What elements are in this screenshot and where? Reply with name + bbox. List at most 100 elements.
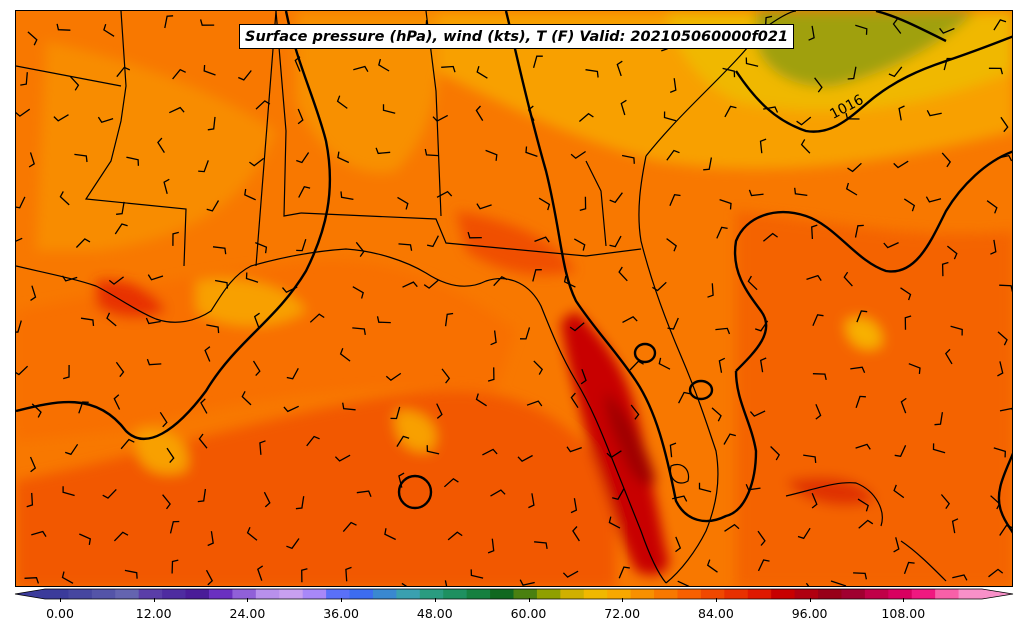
wind-barb xyxy=(306,435,320,447)
wind-barb xyxy=(74,153,88,163)
wind-barb xyxy=(900,287,912,301)
wind-barb xyxy=(608,516,621,529)
wind-barb xyxy=(580,368,587,385)
wind-barb xyxy=(808,25,815,41)
wind-barb xyxy=(894,445,907,458)
wind-barb xyxy=(724,105,737,118)
wind-barb xyxy=(703,157,713,171)
wind-barb xyxy=(378,58,390,72)
wind-barb xyxy=(352,286,364,299)
wind-barb xyxy=(20,72,28,86)
colorbar-swatch xyxy=(419,589,444,599)
wind-barb xyxy=(490,489,506,497)
wind-barb xyxy=(996,154,1012,162)
wind-barb xyxy=(80,317,95,326)
wind-barb xyxy=(345,566,352,582)
wind-barb xyxy=(675,536,682,553)
wind-barb xyxy=(677,580,690,586)
wind-barb xyxy=(898,105,905,121)
colorbar-swatch xyxy=(68,589,93,599)
wind-barb xyxy=(707,283,714,298)
wind-barb xyxy=(390,406,401,420)
wind-barb xyxy=(467,231,482,239)
wind-barb xyxy=(892,18,902,34)
wind-barb xyxy=(749,410,766,417)
wind-barb xyxy=(893,537,900,553)
wind-barb xyxy=(200,398,208,414)
wind-barb xyxy=(164,15,174,29)
wind-barb xyxy=(375,147,391,155)
wind-barb xyxy=(856,310,868,323)
wind-barb xyxy=(570,150,586,160)
colorbar-tickmark xyxy=(341,598,343,602)
wind-barb xyxy=(115,361,125,378)
wind-barb xyxy=(255,100,271,110)
wind-barb xyxy=(172,231,179,246)
wind-barb xyxy=(770,446,781,461)
wind-barb xyxy=(212,246,227,255)
wind-barb xyxy=(669,193,681,206)
wind-barb xyxy=(573,238,586,251)
colorbar-swatch xyxy=(818,589,842,599)
wind-barb xyxy=(533,360,544,375)
wind-barb xyxy=(941,261,949,277)
colorbar-swatch xyxy=(607,589,632,599)
colorbar-swatch xyxy=(911,589,936,599)
wind-barb xyxy=(857,498,869,512)
colorbar-swatch xyxy=(326,589,351,599)
wind-barb xyxy=(724,523,740,532)
wind-barb xyxy=(56,23,71,31)
wind-barb xyxy=(120,438,135,450)
wind-barb xyxy=(667,317,679,330)
wind-barb xyxy=(113,531,129,542)
wind-barb xyxy=(711,407,722,422)
colorbar-swatch xyxy=(700,589,725,599)
wind-barb xyxy=(845,112,860,120)
wind-barb xyxy=(562,570,579,578)
wind-barb xyxy=(999,407,1012,412)
wind-barb xyxy=(426,445,440,455)
colorbar-tickmark xyxy=(434,598,436,602)
colorbar-swatch xyxy=(396,589,421,599)
wind-barb xyxy=(169,106,185,114)
colorbar-tickmark xyxy=(809,598,811,602)
wind-barb xyxy=(16,196,26,209)
wind-barb xyxy=(16,320,22,333)
wind-barb xyxy=(476,203,492,210)
wind-barb xyxy=(566,446,582,453)
wind-barb xyxy=(814,77,823,93)
wind-barb xyxy=(402,281,418,288)
wind-barb xyxy=(16,365,29,376)
wind-barb xyxy=(29,456,37,473)
wind-barb xyxy=(444,312,454,327)
wind-barb xyxy=(159,411,168,428)
wind-barb xyxy=(796,116,812,126)
wind-barb xyxy=(754,320,769,332)
colorbar-swatch xyxy=(466,589,491,599)
wind-barb xyxy=(988,568,1004,578)
wind-barb xyxy=(757,559,770,572)
colorbar-tick-label: 60.00 xyxy=(510,606,547,621)
wind-barb xyxy=(527,105,535,121)
wind-barb xyxy=(616,60,623,77)
wind-barb xyxy=(609,235,622,248)
wind-barb xyxy=(517,454,533,463)
wind-barb xyxy=(203,64,216,76)
wind-barb xyxy=(206,200,220,212)
wind-barb xyxy=(282,286,298,294)
wind-barb xyxy=(26,492,34,508)
wind-barb xyxy=(663,111,677,122)
colorbar-extend-max xyxy=(982,589,1013,599)
wind-barb xyxy=(69,75,80,91)
wind-barb xyxy=(900,397,907,414)
colorbar-tick-label: 24.00 xyxy=(229,606,266,621)
wind-barb xyxy=(166,447,175,464)
wind-barb xyxy=(629,360,644,371)
wind-barb xyxy=(301,568,308,583)
wind-barb xyxy=(245,272,259,283)
colorbar-tick-label: 48.00 xyxy=(416,606,453,621)
wind-barb xyxy=(669,78,677,94)
colorbar-swatch xyxy=(372,589,397,599)
wind-barb xyxy=(426,235,439,248)
colorbar-tickmark xyxy=(153,598,155,602)
